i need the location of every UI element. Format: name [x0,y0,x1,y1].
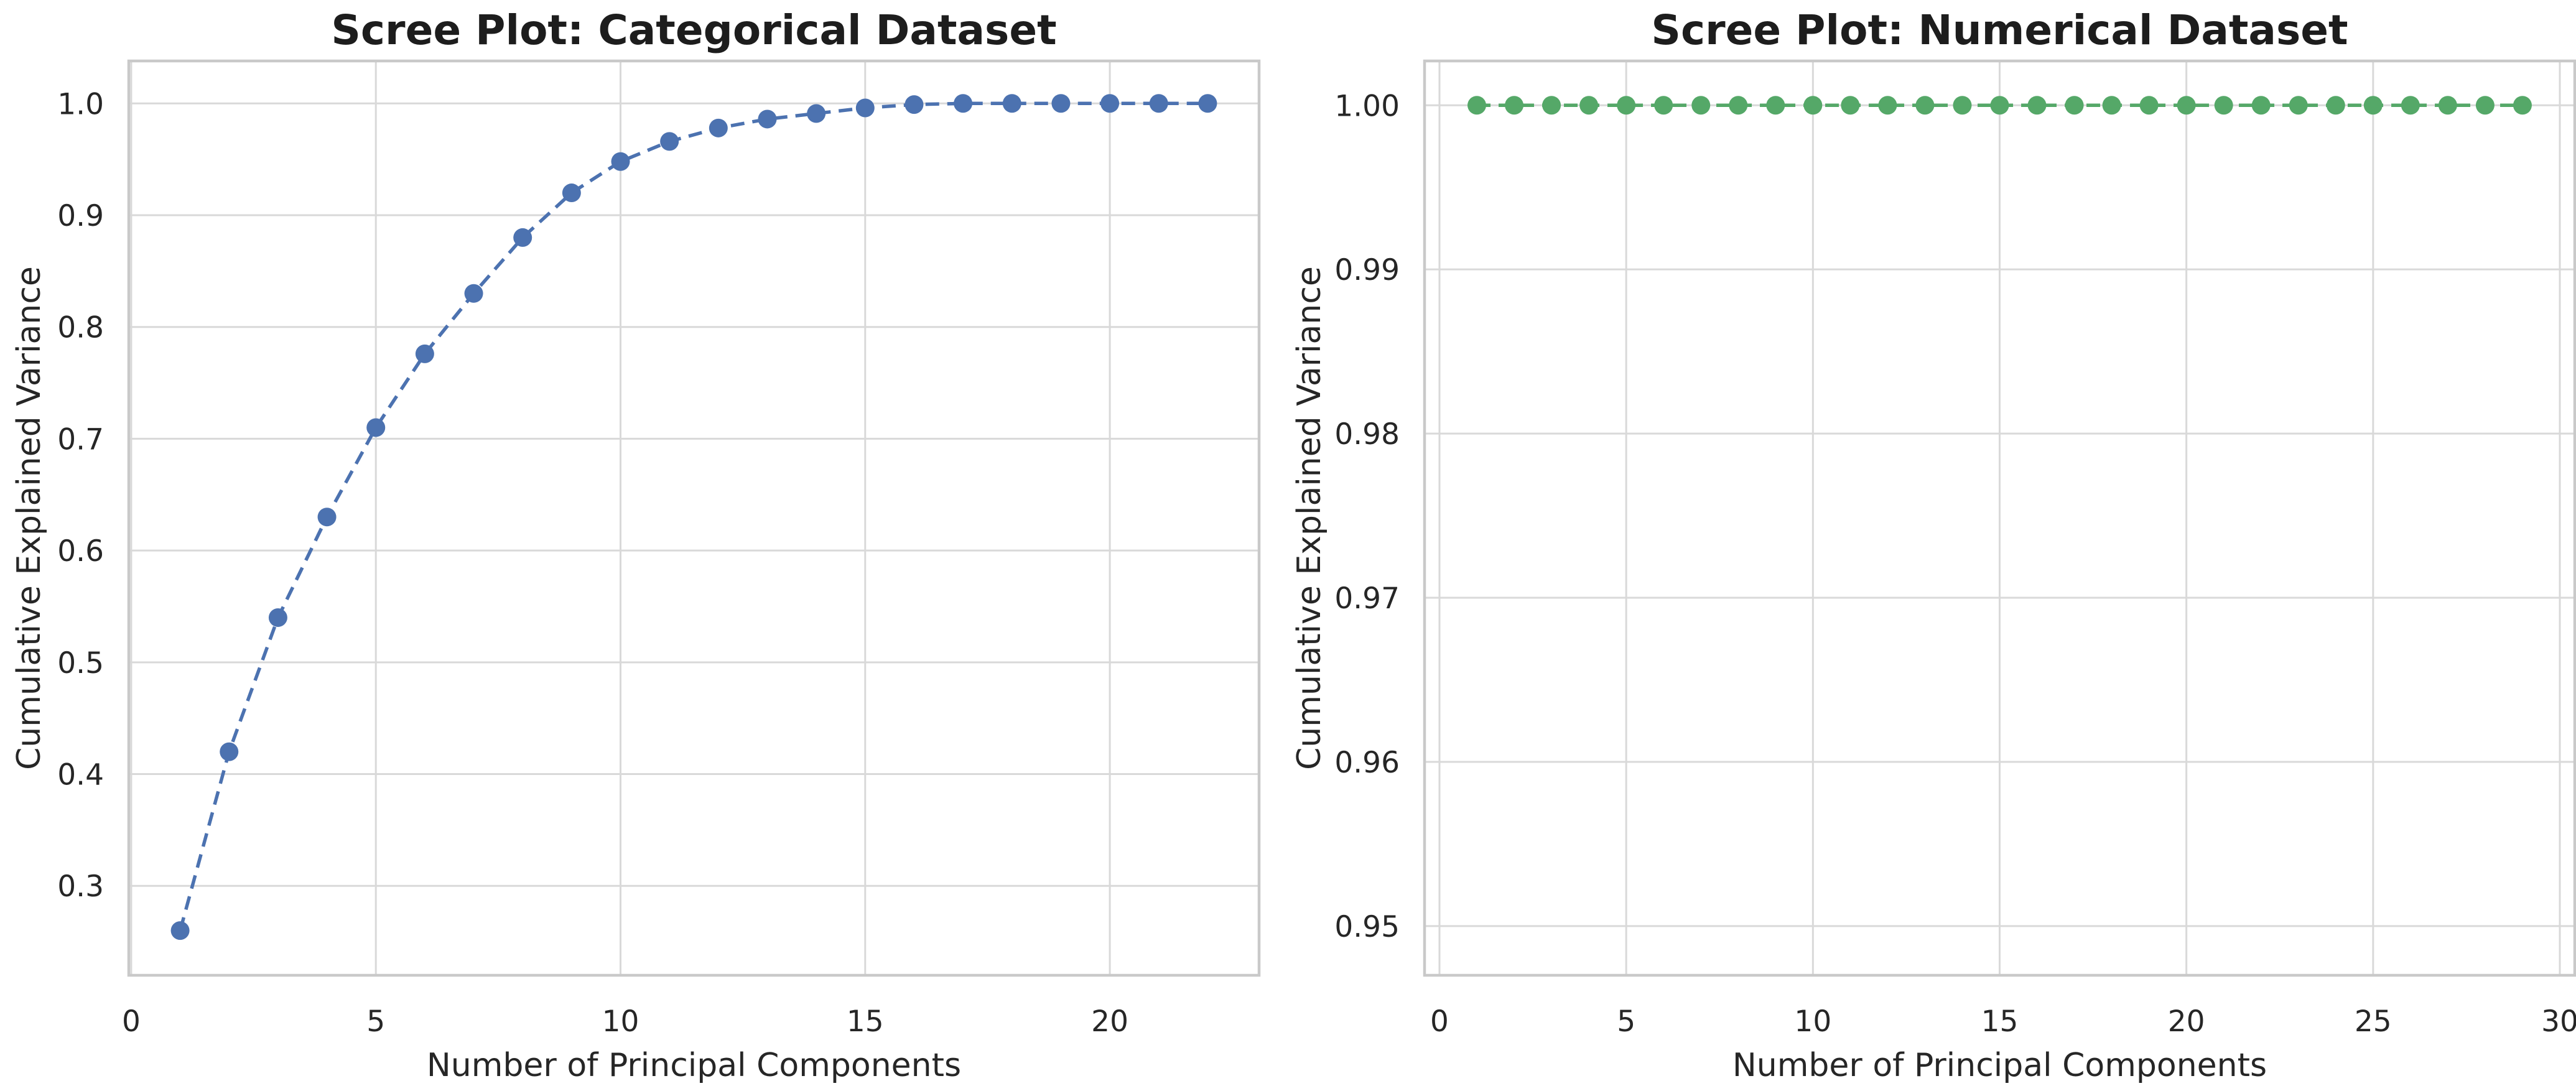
data-point [1915,96,1935,115]
data-point [1617,96,1636,115]
y-tick-label: 0.6 [57,534,104,569]
data-point [1990,96,2009,115]
axes-spines [127,59,1261,977]
y-tick-label: 0.7 [57,422,104,457]
y-tick-label: 0.3 [57,870,104,904]
data-point [1149,94,1168,113]
x-tick-label: 30 [2541,1005,2576,1039]
plot-area-categorical: 0 5 10 15 20 0.3 0.4 0.5 0.6 0.7 0.8 0.9 1.0 [57,59,1261,1039]
y-tick-label: 1.00 [1334,89,1400,123]
data-point [2139,96,2159,115]
x-tick-label: 0 [122,1005,141,1039]
data-point [2475,96,2495,115]
data-point [2065,96,2084,115]
data-point [2363,96,2383,115]
data-point [904,95,924,114]
data-point [1505,96,1524,115]
y-tick-label: 0.99 [1334,253,1400,287]
data-point [415,344,434,363]
data-point [1691,96,1711,115]
data-point [2438,96,2457,115]
x-tick-label: 15 [847,1005,884,1039]
series-line [178,101,1208,931]
data-point [513,228,532,247]
data-point [1467,96,1487,115]
x-tick-label: 10 [1794,1005,1831,1039]
data-point [1654,96,1673,115]
x-tick-label: 0 [1430,1005,1449,1039]
data-point [268,608,287,627]
data-point [464,284,483,303]
data-point [855,98,875,118]
data-point [1841,96,1860,115]
x-tick-label: 20 [1091,1005,1128,1039]
data-point [1729,96,1748,115]
y-tick-label: 0.9 [57,199,104,233]
y-tick-label: 0.96 [1334,746,1400,780]
data-point [660,132,679,151]
data-point [2027,96,2047,115]
y-tick-label: 0.8 [57,311,104,345]
data-point [2401,96,2420,115]
data-point [1803,96,1823,115]
y-axis-label-categorical: Cumulative Explained Variance [11,266,48,770]
data-point [2251,96,2271,115]
x-tick-label: 25 [2355,1005,2392,1039]
y-tick-label: 0.95 [1334,910,1400,944]
chart-title-categorical: Scree Plot: Categorical Dataset [331,6,1057,54]
data-point [1953,96,1972,115]
data-point [1051,94,1071,113]
y-axis-label-numerical: Cumulative Explained Variance [1291,266,1328,770]
chart-title-numerical: Scree Plot: Numerical Dataset [1651,6,2348,54]
data-point [1542,96,1561,115]
x-tick-label: 5 [366,1005,385,1039]
data-point [2289,96,2308,115]
y-tick-label: 0.97 [1334,582,1400,616]
data-point [1002,94,1021,113]
data-point [2513,96,2532,115]
data-point [562,183,581,203]
y-tick-label: 0.98 [1334,417,1400,452]
x-tick-label: 20 [2168,1005,2205,1039]
x-tick-label: 15 [1981,1005,2019,1039]
data-point [170,921,190,940]
data-point [1579,96,1599,115]
x-tick-label: 10 [602,1005,639,1039]
data-point [807,104,826,123]
data-point [758,109,777,129]
data-point [2102,96,2121,115]
data-point [366,418,386,437]
data-point [611,152,630,171]
x-tick-label: 5 [1617,1005,1635,1039]
data-point [2326,96,2345,115]
data-point [1878,96,1897,115]
y-tick-label: 0.4 [57,758,104,792]
data-point [2177,96,2196,115]
axes-spines [1423,59,2576,977]
data-point [1766,96,1785,115]
data-point [317,508,337,527]
data-point [2214,96,2233,115]
data-point [709,118,728,137]
x-axis-label-numerical: Number of Principal Components [1732,1047,2267,1084]
x-axis-label-categorical: Number of Principal Components [426,1047,962,1084]
data-point [220,742,239,761]
y-tick-label: 1.0 [57,87,104,121]
y-tick-label: 0.5 [57,646,104,680]
plot-area-numerical: 0 5 10 15 20 25 30 0.95 0.96 0.97 0.98 0.99 1.00 [1334,59,2576,1039]
data-point [954,94,973,113]
data-point [1100,94,1120,113]
data-point [1198,94,1217,113]
